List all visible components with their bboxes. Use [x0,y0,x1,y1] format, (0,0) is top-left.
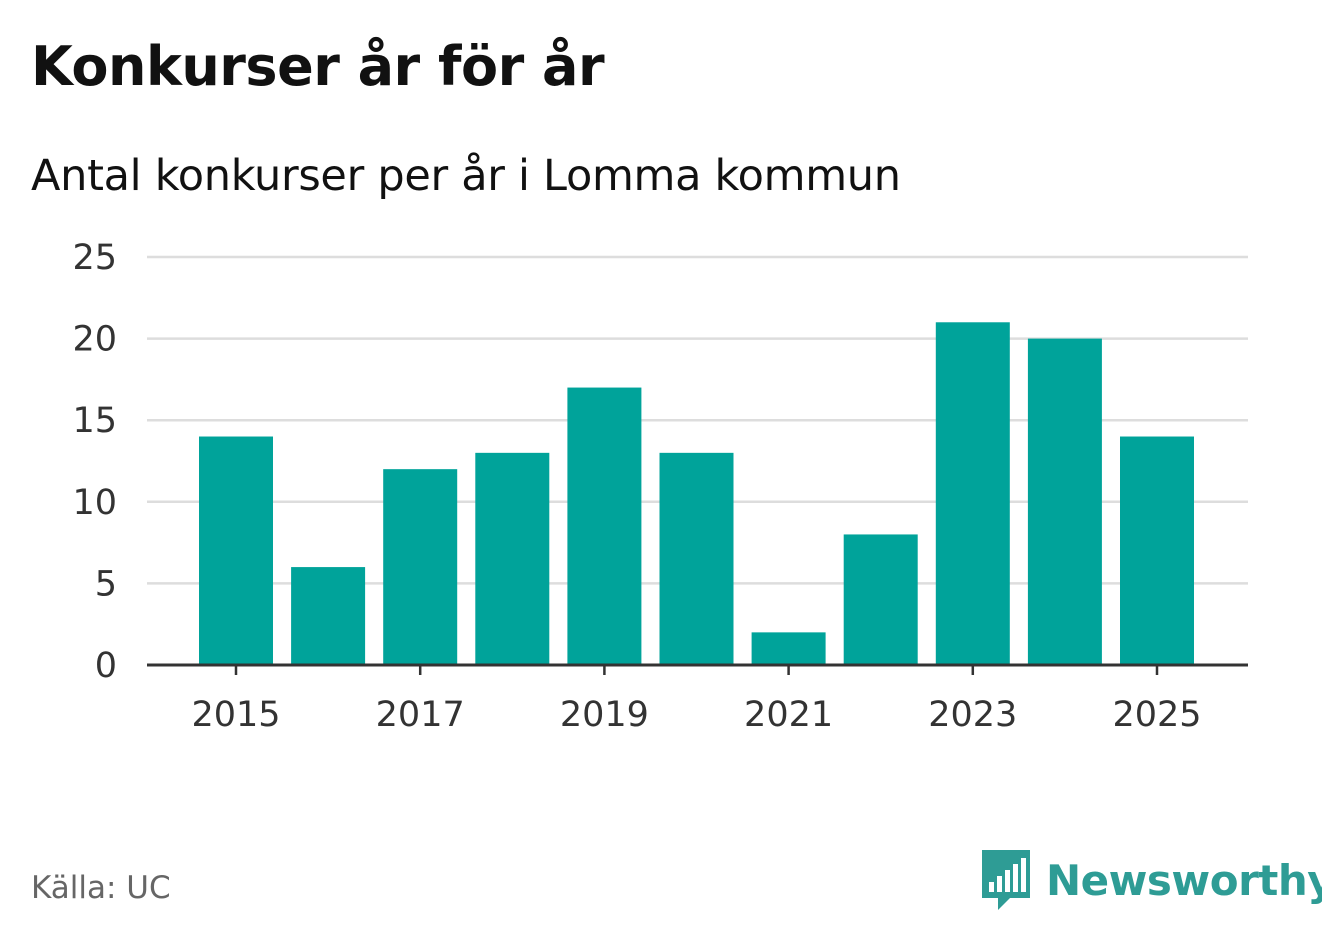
chart-subtitle: Antal konkurser per år i Lomma kommun [31,151,901,201]
y-tick-label: 15 [72,401,117,441]
x-tick-label: 2019 [560,695,649,735]
bar-2021 [751,632,826,665]
newsworthy-icon [982,850,1030,910]
source-note: Källa: UC [31,870,171,906]
y-tick-label: 5 [95,564,117,604]
x-axis [147,663,1248,675]
bar-2023 [935,322,1010,665]
bar-2018 [475,452,550,665]
bar-2019 [567,387,642,665]
x-tick-label: 2023 [928,695,1017,735]
x-tick-label: 2025 [1112,695,1201,735]
x-tick-label: 2015 [191,695,280,735]
y-tick-labels: 0 5 10 15 20 25 [72,238,117,686]
y-tick-label: 20 [72,320,117,360]
brand-logo: Newsworthy [980,848,1322,912]
bar-2017 [383,469,458,665]
bar-2022 [843,534,918,665]
bar-2024 [1027,338,1102,665]
y-tick-label: 25 [72,238,117,278]
bar-2016 [291,567,366,665]
y-tick-label: 10 [72,483,117,523]
chart-title: Konkurser år för år [31,35,605,98]
brand-name: Newsworthy [1046,855,1322,905]
bar-2015 [199,436,273,665]
x-tick-label: 2017 [376,695,465,735]
x-tick-labels: 2015 2017 2019 2021 2023 2025 [191,695,1201,735]
y-tick-label: 0 [95,646,117,686]
x-tick-label: 2021 [744,695,833,735]
bar-2020 [659,452,734,665]
bars [199,322,1194,665]
bar-2025 [1120,436,1194,665]
